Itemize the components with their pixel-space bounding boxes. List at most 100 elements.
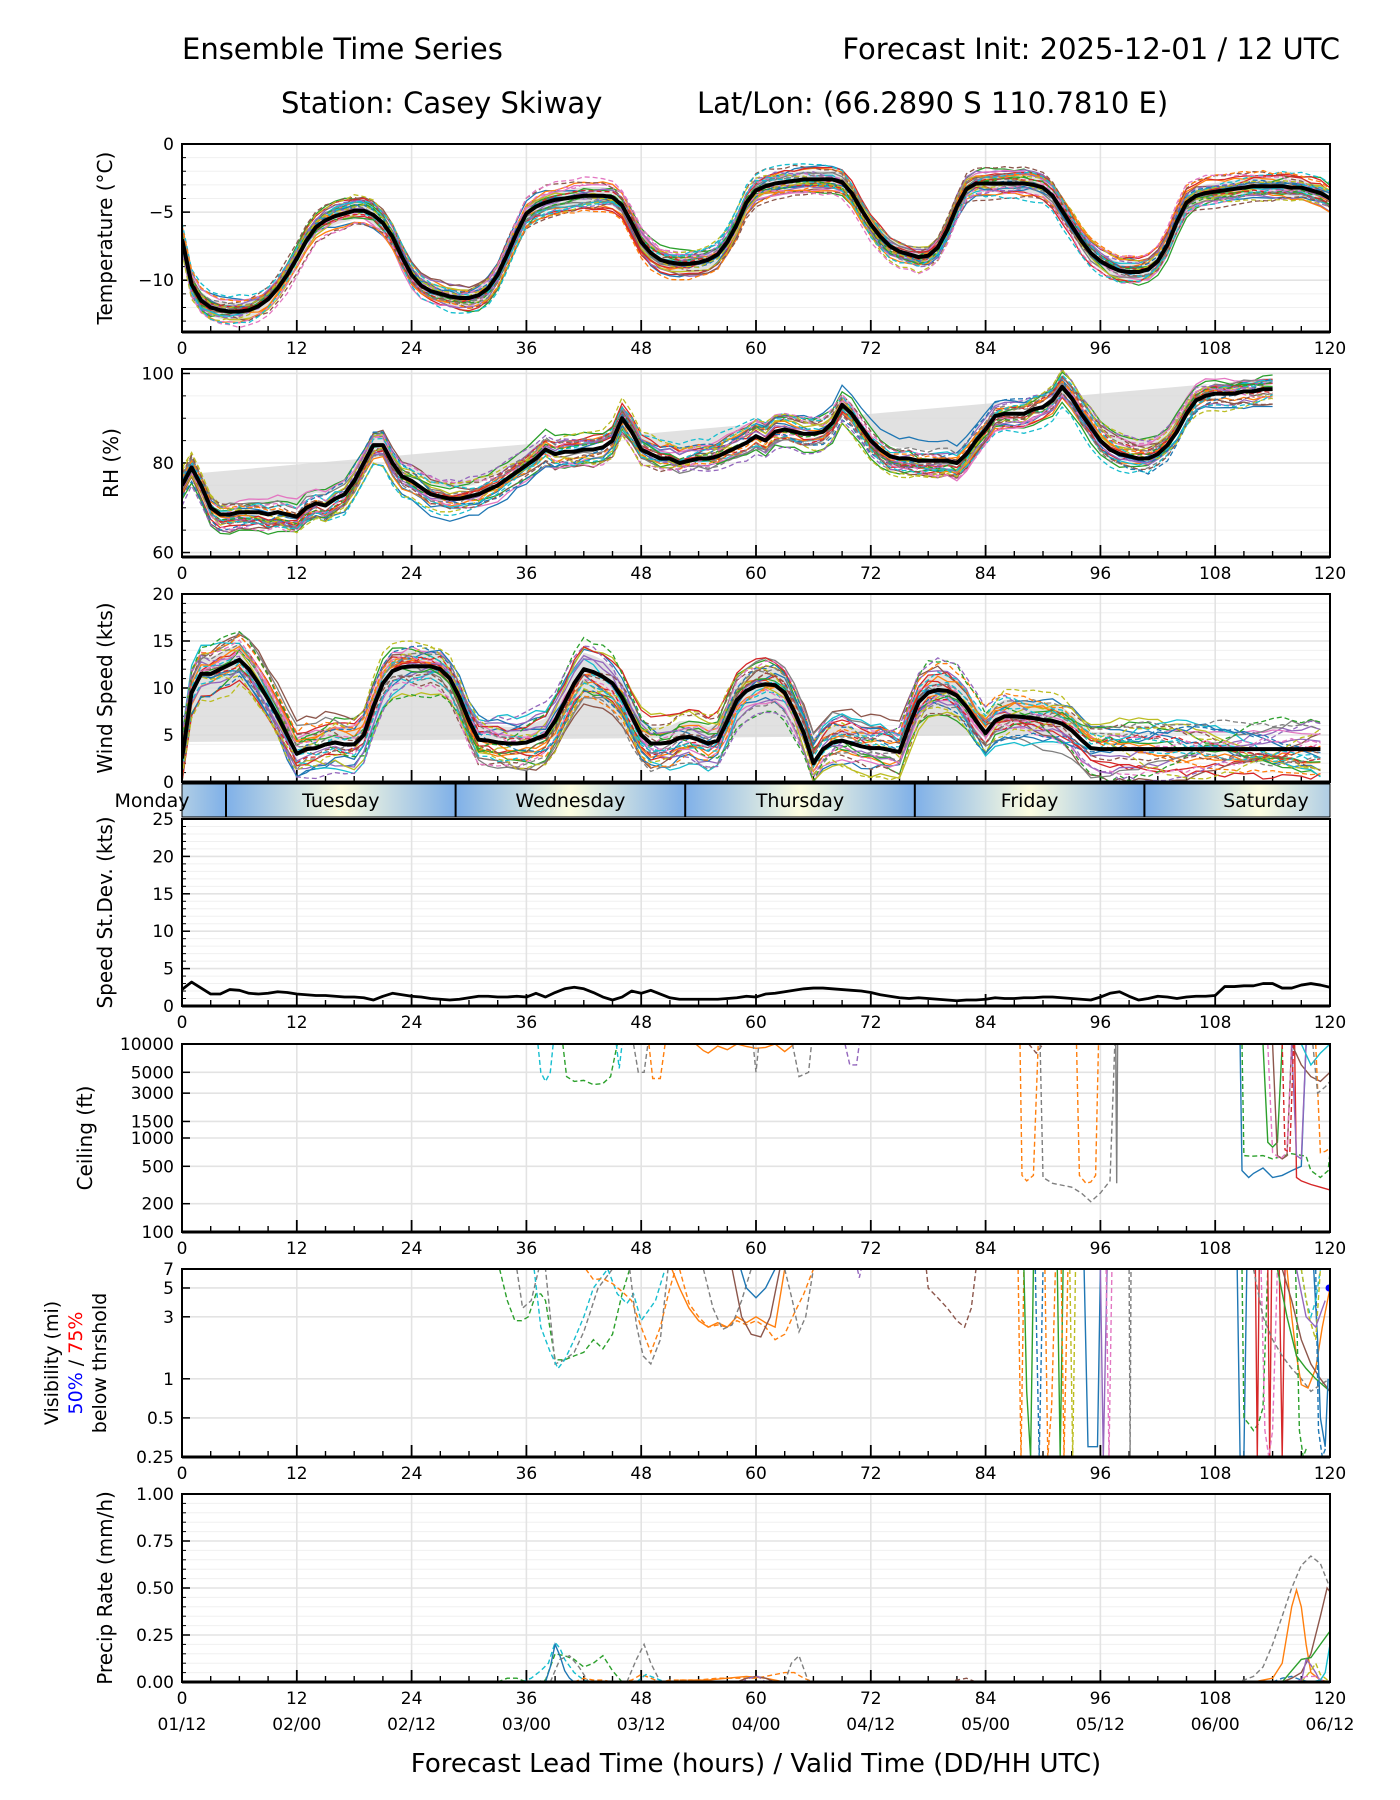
x-tick-label: 120 xyxy=(1314,1689,1346,1709)
y-tick-label: 0 xyxy=(163,135,174,155)
day-segment xyxy=(1144,784,1330,817)
x-tick-label: 96 xyxy=(1090,1239,1112,1259)
y-tick-label: 0.75 xyxy=(136,1532,174,1552)
ensemble-member-line xyxy=(671,1269,786,1329)
x-tick-label: 48 xyxy=(630,1013,652,1033)
ensemble-member-line xyxy=(1300,1269,1322,1320)
panel-temperature: 0 −5 −10 0 12 24 36 48 60 72 84 96 108 120 Temperature… xyxy=(93,135,1346,359)
ensemble-member-line xyxy=(182,171,1330,325)
x-tick-label: 48 xyxy=(630,1689,652,1709)
label-sep: / xyxy=(65,1354,87,1372)
ensemble-member-line xyxy=(182,660,1321,763)
y-tick-label: 0 xyxy=(163,997,174,1017)
ensemble-member-line xyxy=(1281,1630,1330,1682)
ensemble-member-line xyxy=(629,1269,669,1366)
ensemble-member-line xyxy=(925,1269,977,1329)
ensemble-member-line xyxy=(182,381,1273,519)
ensemble-member-line xyxy=(182,654,1321,774)
ensemble-member-line xyxy=(182,179,1330,313)
ensemble-member-line xyxy=(182,374,1273,529)
x-tick-label: 48 xyxy=(630,1239,652,1259)
panel-rh: 60 80 100 0 12 24 36 48 60 72 84 96 108 120 RH (%) xyxy=(99,364,1346,584)
ensemble-member-line xyxy=(702,1269,752,1331)
x-tick-label: 24 xyxy=(401,1689,423,1709)
ensemble-member-line xyxy=(182,643,1321,776)
y-tick-label: 100 xyxy=(142,1223,174,1243)
ensemble-member-line xyxy=(1313,1269,1329,1447)
threshold-marker xyxy=(1325,1284,1330,1292)
x-tick-label: 0 xyxy=(177,1239,188,1259)
ensemble-member-line xyxy=(1075,1044,1100,1185)
x-tick-label: 60 xyxy=(745,339,767,359)
ensemble-member-line xyxy=(182,171,1330,319)
ensemble-member-line xyxy=(1056,1269,1064,1457)
x-tick-label: 72 xyxy=(860,339,882,359)
y-tick-label: −10 xyxy=(138,271,174,291)
day-label: Monday xyxy=(114,790,189,812)
ensemble-member-line xyxy=(562,1044,618,1086)
x-tick-label: 108 xyxy=(1199,1689,1231,1709)
y-tick-label: 0.5 xyxy=(147,1409,174,1429)
x-tick-label: 12 xyxy=(286,1013,308,1033)
y-tick-label: 100 xyxy=(142,364,174,384)
ensemble-member-line xyxy=(1254,1269,1260,1457)
ensemble-member-line xyxy=(1241,1044,1330,1179)
ensemble-member-line xyxy=(182,652,1321,771)
x-tick-label: 96 xyxy=(1090,1013,1112,1033)
y-tick-label: 15 xyxy=(152,885,174,905)
day-segment xyxy=(182,784,227,817)
ensemble-member-line xyxy=(1034,1269,1044,1457)
ensemble-member-line xyxy=(1300,1044,1330,1067)
y-tick-label: 20 xyxy=(152,585,174,605)
ensemble-member-line xyxy=(1083,1269,1102,1448)
y-tick-label: 5 xyxy=(163,1279,174,1299)
x-tick-label: 12 xyxy=(286,1239,308,1259)
ensemble-member-line xyxy=(182,645,1321,782)
label-50pct: 50% xyxy=(65,1372,87,1414)
ensemble-member-line xyxy=(1105,1269,1113,1457)
x-tick-label: 0 xyxy=(177,1464,188,1484)
y-axis-label: Speed St.Dev. (kts) xyxy=(93,816,117,1008)
y-tick-label: 1500 xyxy=(131,1112,174,1132)
ensemble-member-line xyxy=(182,369,1273,533)
ensemble-member-line xyxy=(182,650,1321,774)
ensemble-member-line xyxy=(498,1269,631,1361)
y-tick-label: 200 xyxy=(142,1195,174,1215)
ensemble-member-line xyxy=(1295,1269,1326,1329)
ensemble-member-line xyxy=(1019,1044,1039,1182)
plot-area xyxy=(182,163,1330,329)
x-tick-label: 24 xyxy=(401,1013,423,1033)
ensemble-member-line xyxy=(1276,1269,1330,1392)
x-tick-label: 0 xyxy=(177,1689,188,1709)
ensemble-member-line xyxy=(182,645,1321,778)
x-tick-label: 48 xyxy=(630,339,652,359)
x-tick-label: 48 xyxy=(630,564,652,584)
y-tick-label: 500 xyxy=(142,1157,174,1177)
ensemble-member-line xyxy=(615,1044,623,1069)
x-tick-label: 24 xyxy=(401,1239,423,1259)
x-time-label: 04/00 xyxy=(732,1715,781,1735)
ensemble-mean-line xyxy=(182,384,1273,519)
ensemble-member-line xyxy=(1281,1586,1330,1682)
ensemble-mean-line xyxy=(182,177,1330,314)
ensemble-mean-line xyxy=(182,657,1321,766)
plot-area xyxy=(182,630,1321,782)
x-tick-label: 60 xyxy=(745,564,767,584)
band-frame xyxy=(181,783,1331,818)
x-tick-label: 24 xyxy=(401,339,423,359)
ensemble-member-line xyxy=(1260,1269,1279,1457)
ensemble-member-line xyxy=(182,655,1321,764)
x-tick-label: 72 xyxy=(860,1689,882,1709)
plot-area xyxy=(182,369,1273,535)
x-tick-label: 36 xyxy=(516,1239,538,1259)
ensemble-member-line xyxy=(741,1675,767,1682)
x-time-label: 03/12 xyxy=(617,1715,666,1735)
x-tick-label: 120 xyxy=(1314,564,1346,584)
x-time-label: 06/00 xyxy=(1191,1715,1240,1735)
label-75pct: 75% xyxy=(65,1312,87,1354)
day-segment xyxy=(455,784,686,817)
ensemble-member-line xyxy=(182,377,1273,530)
x-tick-label: 36 xyxy=(516,1013,538,1033)
ensemble-member-line xyxy=(182,173,1330,329)
ensemble-member-line xyxy=(1262,1044,1283,1149)
